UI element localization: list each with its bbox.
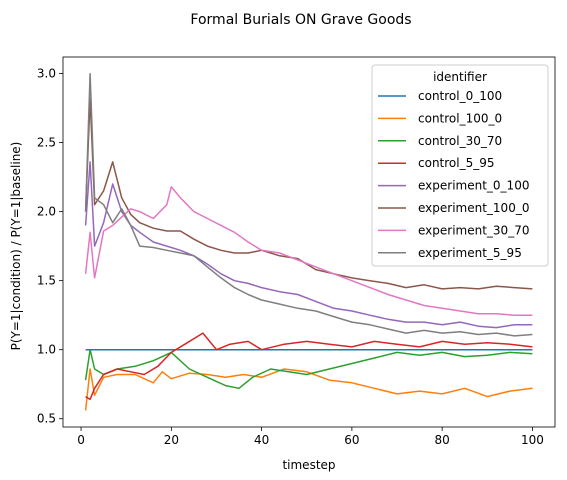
legend-label-experiment_0_100: experiment_0_100: [418, 179, 529, 193]
x-tick-label: 40: [254, 433, 269, 447]
series-line-control_5_95: [85, 332, 533, 401]
x-axis-label: timestep: [282, 458, 335, 472]
x-tick-label: 100: [521, 433, 544, 447]
legend-label-control_0_100: control_0_100: [418, 89, 502, 103]
legend-title: identifier: [433, 70, 487, 84]
y-tick-label: 3.0: [37, 67, 56, 81]
series-line-experiment_5_95: [84, 72, 533, 337]
y-tick-label: 2.5: [37, 136, 56, 150]
x-tick-label: 0: [77, 433, 85, 447]
legend-label-experiment_5_95: experiment_5_95: [418, 246, 522, 260]
legend-label-experiment_100_0: experiment_100_0: [418, 201, 529, 215]
legend-label-experiment_30_70: experiment_30_70: [418, 223, 529, 237]
plot-area: 0 20 40 60 80 100 0.5 1.0 1.5 2.0 2.5 3.0 identifier…: [37, 56, 556, 447]
legend-label-control_30_70: control_30_70: [418, 134, 502, 148]
y-tick-label: 1.5: [37, 274, 56, 288]
x-tick-label: 20: [164, 433, 179, 447]
legend-frame: [371, 64, 549, 267]
x-tick-label: 80: [435, 433, 450, 447]
x-tick-label: 60: [344, 433, 359, 447]
axes-frame: [62, 56, 556, 428]
series-line-experiment_100_0: [84, 97, 533, 290]
y-tick-label: 0.5: [37, 412, 56, 426]
series-line-control_30_70: [84, 348, 533, 390]
y-tick-label: 1.0: [37, 343, 56, 357]
legend-label-control_5_95: control_5_95: [418, 156, 495, 170]
legend-label-control_100_0: control_100_0: [418, 111, 502, 125]
series-line-control_100_0: [84, 368, 533, 411]
y-tick-label: 2.0: [37, 205, 56, 219]
chart-title: Formal Burials ON Grave Goods: [190, 12, 411, 28]
y-axis-label: P(Y=1|condition) / P(Y=1|baseline): [9, 142, 23, 351]
legend: identifier control_0_100 control_100_0cont…: [371, 64, 549, 267]
series-line-experiment_0_100: [84, 161, 533, 329]
